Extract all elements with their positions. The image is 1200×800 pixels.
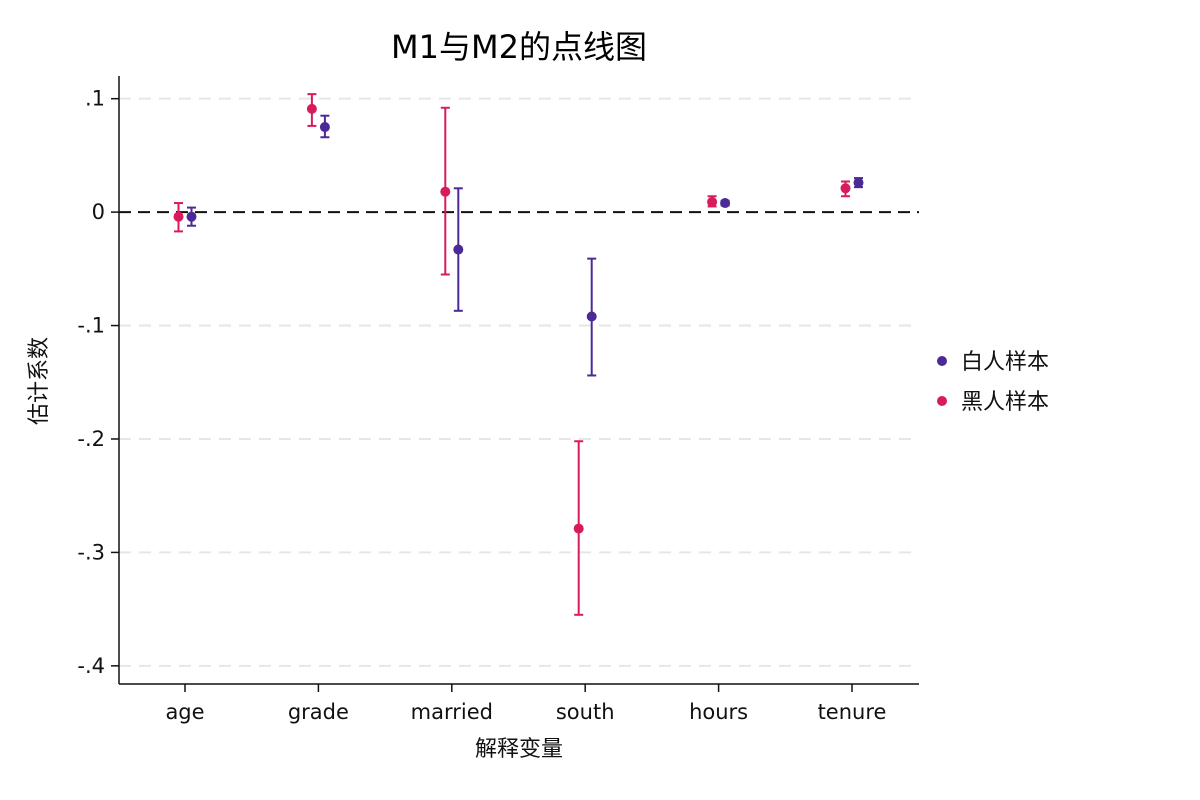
coefficient-point	[453, 244, 464, 255]
coefficient-point	[173, 211, 184, 222]
legend-label: 黑人样本	[961, 390, 1049, 415]
chart-title: M1与M2的点线图	[391, 28, 647, 66]
grid-layer	[119, 97, 919, 667]
coefficient-point	[306, 103, 317, 114]
coefficient-point	[853, 177, 864, 188]
x-tick-label: married	[411, 700, 493, 724]
coefficient-point	[720, 198, 731, 209]
x-tick-label: tenure	[818, 700, 887, 724]
x-tick-label: grade	[288, 700, 349, 724]
y-tick-label: -.2	[77, 427, 105, 451]
legend-marker	[937, 396, 947, 406]
coefficient-point	[440, 186, 451, 197]
legend-label: 白人样本	[961, 350, 1049, 375]
y-axis-label: 估计系数	[27, 337, 52, 425]
coefficient-point	[319, 122, 330, 133]
y-tick-label: -.4	[77, 654, 105, 678]
x-tick-label: south	[556, 700, 615, 724]
coefficient-point	[840, 183, 851, 194]
legend-marker	[937, 356, 947, 366]
coefficient-point	[186, 211, 197, 222]
y-tick-label: .1	[85, 87, 105, 111]
coefficient-point	[573, 523, 584, 534]
axes-layer: .1 0 -.1 -.2 -.3 -.4 age grade married south hours…	[77, 76, 919, 724]
y-tick-label: -.3	[77, 540, 105, 564]
y-tick-label: 0	[92, 200, 105, 224]
x-tick-label: age	[165, 700, 204, 724]
coefficient-point	[707, 196, 718, 207]
x-axis-label: 解释变量	[475, 737, 563, 762]
y-tick-label: -.1	[77, 314, 105, 338]
x-tick-label: hours	[689, 700, 748, 724]
coefficient-point	[586, 311, 597, 322]
marks-layer	[173, 93, 864, 616]
